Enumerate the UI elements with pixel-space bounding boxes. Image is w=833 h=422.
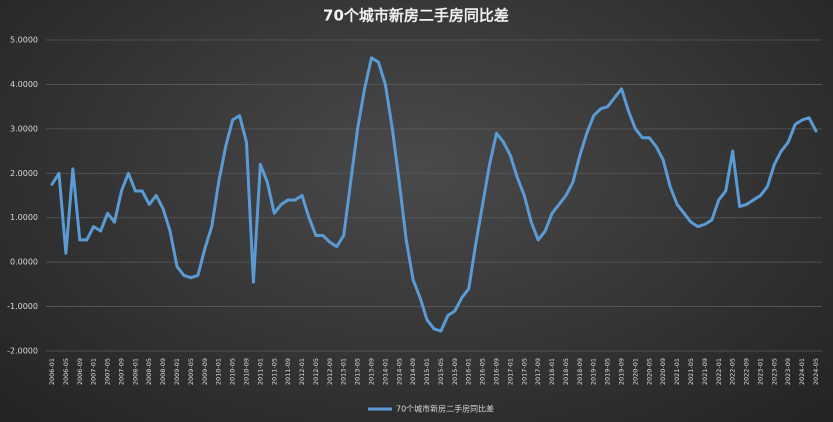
x-tick-label: 2009-09	[201, 358, 209, 385]
y-tick-label: 2.0000	[10, 169, 38, 178]
x-tick-label: 2016-05	[479, 358, 487, 385]
x-tick-label: 2023-09	[784, 358, 792, 385]
x-tick-label: 2010-05	[229, 358, 237, 385]
x-tick-label: 2016-09	[493, 358, 501, 385]
x-tick-label: 2012-01	[298, 358, 306, 385]
y-tick-label: 0.0000	[10, 258, 38, 267]
x-tick-label: 2007-01	[90, 358, 98, 385]
x-tick-label: 2021-05	[687, 358, 695, 385]
x-tick-label: 2020-05	[645, 358, 653, 385]
chart-title: 70个城市新房二手房同比差	[323, 7, 509, 25]
x-tick-label: 2010-01	[215, 358, 223, 385]
x-tick-label: 2007-05	[104, 358, 112, 385]
x-tick-label: 2012-09	[326, 358, 334, 385]
legend-label: 70个城市新房二手房同比差	[396, 404, 494, 414]
x-tick-label: 2015-05	[437, 358, 445, 385]
x-tick-label: 2011-09	[284, 358, 292, 385]
x-tick-label: 2011-05	[270, 358, 278, 385]
x-tick-label: 2019-01	[590, 358, 598, 385]
y-tick-label: 3.0000	[10, 124, 38, 133]
x-tick-label: 2008-05	[145, 358, 153, 385]
x-tick-label: 2007-09	[117, 358, 125, 385]
y-tick-label: 5.0000	[10, 36, 38, 45]
y-tick-label: -1.0000	[7, 302, 38, 311]
x-tick-label: 2013-01	[340, 358, 348, 385]
x-tick-label: 2022-09	[743, 358, 751, 385]
x-tick-label: 2015-09	[451, 358, 459, 385]
x-tick-label: 2018-01	[548, 358, 556, 385]
x-tick-label: 2020-09	[659, 358, 667, 385]
y-tick-label: -2.0000	[7, 347, 38, 356]
x-tick-label: 2009-01	[173, 358, 181, 385]
x-tick-label: 2018-09	[576, 358, 584, 385]
x-tick-label: 2006-05	[62, 358, 70, 385]
x-tick-label: 2017-05	[520, 358, 528, 385]
x-tick-label: 2019-09	[618, 358, 626, 385]
x-tick-label: 2016-01	[465, 358, 473, 385]
x-tick-label: 2006-01	[48, 358, 56, 385]
x-tick-label: 2014-05	[395, 358, 403, 385]
x-tick-label: 2011-01	[256, 358, 264, 385]
x-tick-label: 2017-01	[506, 358, 514, 385]
x-tick-label: 2012-05	[312, 358, 320, 385]
x-tick-label: 2019-05	[604, 358, 612, 385]
x-tick-label: 2013-09	[367, 358, 375, 385]
x-tick-label: 2006-09	[76, 358, 84, 385]
x-tick-label: 2022-05	[729, 358, 737, 385]
x-tick-label: 2021-01	[673, 358, 681, 385]
x-tick-label: 2021-09	[701, 358, 709, 385]
x-tick-label: 2024-01	[798, 358, 806, 385]
x-tick-label: 2014-09	[409, 358, 417, 385]
x-tick-label: 2018-05	[562, 358, 570, 385]
x-tick-label: 2024-05	[812, 358, 820, 385]
x-tick-label: 2017-09	[534, 358, 542, 385]
x-tick-label: 2020-01	[631, 358, 639, 385]
data-line	[50, 56, 818, 333]
x-tick-label: 2010-09	[242, 358, 250, 385]
y-tick-label: 4.0000	[10, 80, 38, 89]
x-tick-label: 2015-01	[423, 358, 431, 385]
x-tick-label: 2013-05	[354, 358, 362, 385]
x-tick-label: 2008-09	[159, 358, 167, 385]
x-tick-label: 2023-01	[756, 358, 764, 385]
x-tick-label: 2009-05	[187, 358, 195, 385]
x-tick-label: 2014-01	[381, 358, 389, 385]
x-tick-label: 2023-05	[770, 358, 778, 385]
y-tick-label: 1.0000	[10, 213, 38, 222]
x-tick-label: 2022-01	[715, 358, 723, 385]
x-tick-label: 2008-01	[131, 358, 139, 385]
